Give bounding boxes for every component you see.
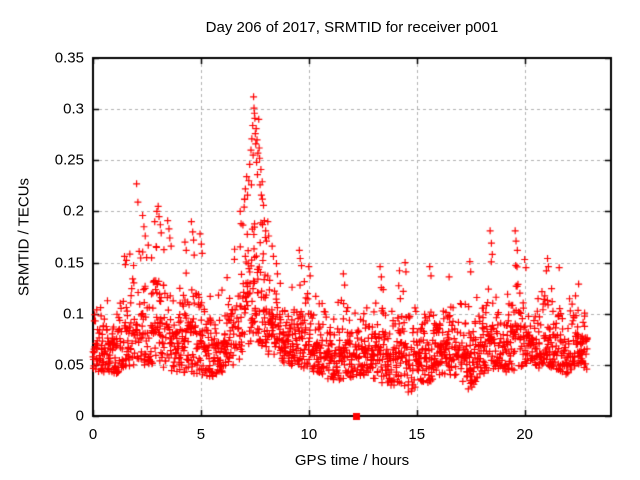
y-tick-label: 0.1: [63, 305, 84, 323]
y-tick-label: 0.05: [54, 356, 84, 374]
x-tick-label: 15: [408, 426, 426, 443]
x-tick-label: 0: [88, 426, 98, 443]
y-tick-label: 0: [75, 407, 84, 425]
x-tick-label: 10: [300, 426, 318, 443]
chart-title: Day 206 of 2017, SRMTID for receiver p00…: [205, 19, 499, 36]
y-tick-label: 0.35: [54, 49, 84, 67]
y-tick-label: 0.25: [54, 151, 84, 169]
y-tick-label: 0.3: [63, 100, 84, 118]
x-axis-label: GPS time / hours: [294, 452, 410, 469]
x-tick-label: 5: [196, 426, 206, 443]
y-axis-label: SRMTID / TECUs: [15, 177, 33, 297]
y-tick-label: 0.15: [54, 254, 84, 272]
y-tick-label: 0.2: [63, 202, 84, 220]
x-tick-label: 20: [516, 426, 533, 443]
